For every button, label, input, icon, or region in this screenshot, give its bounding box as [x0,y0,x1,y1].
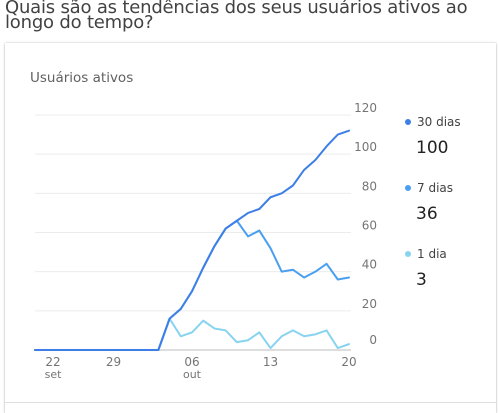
series-line-7-dias[interactable] [34,219,350,351]
x-tick-label: 13 [263,355,278,369]
legend-value-7-dias: 36 [416,204,438,224]
y-tick-label: 40 [362,258,377,272]
chart-series [34,129,350,351]
page-question: Quais são as tendências dos seus usuário… [5,0,468,33]
active-users-card: Usuários ativos 0 20 40 60 80 100 120 22 set 29 0… [5,43,496,413]
card-title: Usuários ativos [30,70,134,86]
x-tick-sublabel: set [45,368,62,381]
card-divider [5,402,496,403]
y-tick-label: 60 [362,219,377,233]
y-tick-label: 120 [354,101,377,115]
legend-dot-30-dias [405,119,411,125]
chart-grid [35,114,351,351]
x-tick-label: 06 [184,355,199,369]
x-tick-label: 29 [106,355,121,369]
y-axis-ticks: 0 20 40 60 80 100 120 [354,101,377,347]
x-tick-label: 20 [341,355,356,369]
legend-value-30-dias: 100 [416,138,449,158]
y-tick-label: 80 [362,179,377,193]
legend-dot-1-dia [405,251,411,257]
legend-value-1-dia: 3 [416,270,427,290]
y-tick-label: 0 [369,333,377,347]
x-tick-sublabel: out [183,368,202,381]
x-tick-label: 22 [45,355,60,369]
series-line-1-dia[interactable] [34,317,350,351]
legend-label-30-dias: 30 dias [417,115,461,129]
legend-label-7-dias: 7 dias [417,181,454,195]
legend-1-dia[interactable]: 1 dia 3 [405,247,447,290]
y-tick-label: 20 [362,297,377,311]
legend-label-1-dia: 1 dia [417,247,447,261]
legend-dot-7-dias [405,185,411,191]
legend-30-dias[interactable]: 30 dias 100 [405,115,461,158]
legend-7-dias[interactable]: 7 dias 36 [405,181,453,224]
series-line-30-dias[interactable] [34,129,350,351]
y-tick-label: 100 [354,140,377,154]
